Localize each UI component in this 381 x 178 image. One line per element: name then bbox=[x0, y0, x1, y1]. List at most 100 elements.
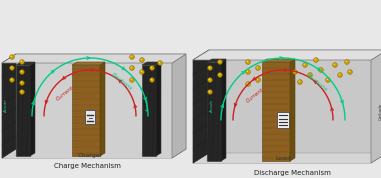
Text: Load: Load bbox=[275, 156, 291, 161]
Circle shape bbox=[158, 61, 162, 65]
Text: Anode: Anode bbox=[146, 99, 150, 112]
Circle shape bbox=[346, 61, 347, 62]
Circle shape bbox=[256, 67, 258, 68]
Circle shape bbox=[304, 64, 305, 65]
Polygon shape bbox=[72, 62, 105, 65]
Circle shape bbox=[218, 73, 223, 77]
Circle shape bbox=[246, 82, 250, 86]
Circle shape bbox=[299, 81, 300, 82]
Circle shape bbox=[309, 74, 310, 75]
Circle shape bbox=[339, 74, 340, 75]
Polygon shape bbox=[193, 50, 381, 60]
Circle shape bbox=[150, 66, 154, 70]
Polygon shape bbox=[209, 50, 381, 153]
Polygon shape bbox=[2, 63, 172, 158]
Polygon shape bbox=[193, 153, 381, 163]
Circle shape bbox=[150, 78, 154, 82]
Circle shape bbox=[131, 78, 132, 80]
Circle shape bbox=[247, 83, 248, 84]
Circle shape bbox=[293, 70, 298, 74]
Text: Current: Current bbox=[55, 85, 74, 101]
Circle shape bbox=[256, 78, 260, 82]
Circle shape bbox=[131, 56, 132, 57]
Polygon shape bbox=[371, 50, 381, 163]
Polygon shape bbox=[2, 54, 16, 158]
Circle shape bbox=[349, 70, 350, 72]
Circle shape bbox=[333, 63, 338, 67]
Text: Current: Current bbox=[246, 87, 265, 103]
Circle shape bbox=[208, 78, 212, 82]
Circle shape bbox=[327, 78, 328, 80]
Polygon shape bbox=[142, 62, 161, 65]
Circle shape bbox=[141, 70, 142, 72]
Polygon shape bbox=[142, 65, 156, 156]
Circle shape bbox=[11, 67, 12, 68]
Text: Charger: Charger bbox=[77, 153, 102, 158]
Circle shape bbox=[10, 55, 14, 59]
Polygon shape bbox=[262, 59, 295, 62]
Polygon shape bbox=[193, 60, 371, 163]
Circle shape bbox=[11, 78, 12, 80]
Text: Electrons: Electrons bbox=[110, 71, 133, 91]
Text: Anode: Anode bbox=[210, 100, 214, 113]
Polygon shape bbox=[16, 54, 186, 149]
Circle shape bbox=[219, 61, 220, 62]
Polygon shape bbox=[156, 62, 161, 156]
Polygon shape bbox=[221, 59, 226, 161]
Circle shape bbox=[19, 70, 24, 74]
Polygon shape bbox=[72, 65, 100, 156]
Circle shape bbox=[208, 66, 212, 70]
Circle shape bbox=[19, 90, 24, 94]
Circle shape bbox=[303, 63, 307, 67]
Polygon shape bbox=[16, 65, 30, 156]
Polygon shape bbox=[2, 54, 186, 63]
Circle shape bbox=[347, 70, 352, 74]
Circle shape bbox=[139, 70, 144, 74]
Polygon shape bbox=[207, 59, 226, 62]
Circle shape bbox=[158, 62, 160, 63]
Circle shape bbox=[139, 58, 144, 62]
Circle shape bbox=[19, 81, 24, 85]
Circle shape bbox=[218, 60, 223, 64]
Polygon shape bbox=[193, 50, 209, 163]
Circle shape bbox=[130, 66, 134, 70]
Circle shape bbox=[307, 73, 312, 77]
Circle shape bbox=[314, 58, 319, 62]
Circle shape bbox=[10, 78, 14, 82]
Circle shape bbox=[21, 91, 22, 92]
Circle shape bbox=[338, 73, 343, 77]
Polygon shape bbox=[2, 149, 186, 158]
Polygon shape bbox=[100, 62, 105, 156]
Circle shape bbox=[11, 56, 12, 57]
Circle shape bbox=[333, 64, 335, 65]
Text: Cathode: Cathode bbox=[379, 103, 381, 120]
Polygon shape bbox=[207, 62, 221, 161]
Circle shape bbox=[141, 59, 142, 60]
FancyBboxPatch shape bbox=[277, 112, 289, 128]
Text: Charge Mechanism: Charge Mechanism bbox=[54, 163, 120, 169]
Circle shape bbox=[150, 78, 152, 80]
Circle shape bbox=[256, 78, 258, 80]
Circle shape bbox=[130, 55, 134, 59]
Circle shape bbox=[19, 60, 24, 64]
Text: Discharge Mechanism: Discharge Mechanism bbox=[254, 170, 330, 176]
Circle shape bbox=[246, 70, 250, 74]
Circle shape bbox=[208, 78, 210, 80]
Circle shape bbox=[21, 61, 22, 62]
Polygon shape bbox=[30, 62, 35, 156]
Circle shape bbox=[320, 69, 321, 70]
Circle shape bbox=[246, 60, 250, 64]
Circle shape bbox=[208, 67, 210, 68]
Circle shape bbox=[219, 74, 220, 75]
Circle shape bbox=[293, 70, 295, 72]
Circle shape bbox=[298, 80, 303, 84]
Circle shape bbox=[247, 61, 248, 62]
Circle shape bbox=[150, 67, 152, 68]
Circle shape bbox=[319, 68, 323, 72]
Polygon shape bbox=[16, 62, 35, 65]
Text: Anode: Anode bbox=[4, 99, 8, 113]
Circle shape bbox=[315, 59, 316, 60]
Circle shape bbox=[326, 78, 330, 82]
Circle shape bbox=[344, 60, 349, 64]
Polygon shape bbox=[172, 54, 186, 158]
